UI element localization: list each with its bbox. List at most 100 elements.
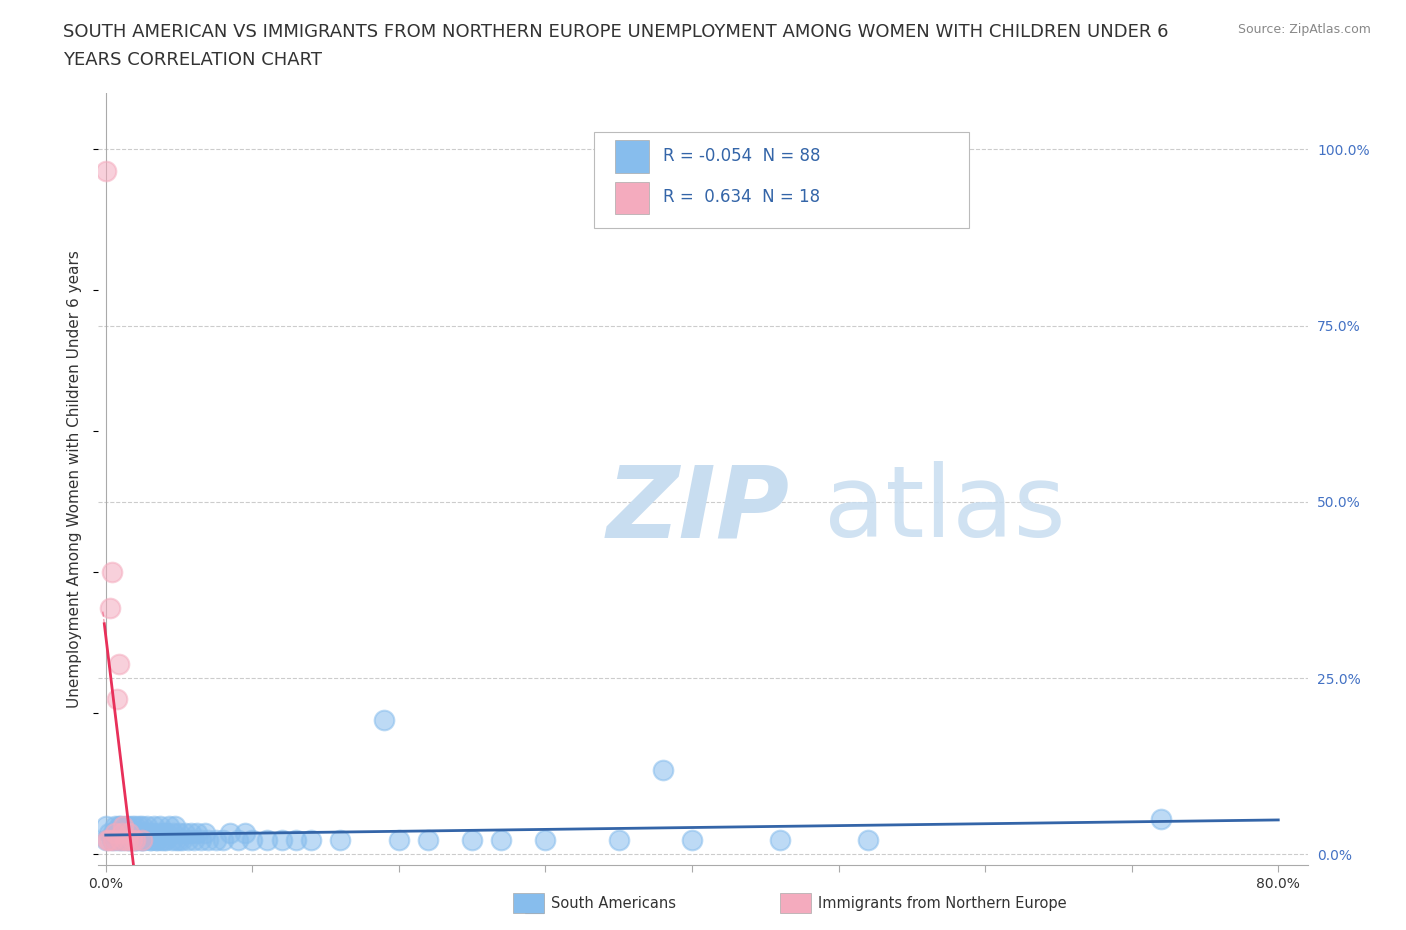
Point	[388, 832, 411, 847]
Point	[125, 832, 148, 847]
Point	[117, 832, 139, 847]
Point	[118, 826, 141, 841]
Point	[131, 818, 153, 833]
Point	[142, 826, 165, 841]
Point	[124, 832, 146, 847]
Text: Immigrants from Northern Europe: Immigrants from Northern Europe	[818, 896, 1067, 910]
Point	[651, 763, 673, 777]
Point	[183, 832, 205, 847]
Point	[138, 832, 160, 847]
Point	[256, 832, 278, 847]
Point	[270, 832, 292, 847]
Point	[1150, 812, 1173, 827]
Point	[98, 600, 121, 615]
Point	[145, 832, 167, 847]
Point	[108, 818, 131, 833]
Point	[190, 832, 212, 847]
Point	[165, 832, 187, 847]
Point	[100, 565, 122, 579]
Point	[167, 826, 190, 841]
Point	[233, 826, 256, 841]
Point	[122, 832, 145, 847]
Point	[107, 692, 129, 707]
Point	[162, 826, 184, 841]
Text: SOUTH AMERICAN VS IMMIGRANTS FROM NORTHERN EUROPE UNEMPLOYMENT AMONG WOMEN WITH : SOUTH AMERICAN VS IMMIGRANTS FROM NORTHE…	[63, 23, 1168, 41]
Point	[461, 832, 484, 847]
Point	[114, 832, 136, 847]
Point	[97, 832, 120, 847]
Point	[101, 832, 124, 847]
Point	[118, 832, 141, 847]
Point	[131, 832, 153, 847]
Point	[97, 826, 120, 841]
Point	[167, 832, 190, 847]
Point	[108, 657, 131, 671]
Point	[150, 832, 173, 847]
Point	[170, 832, 193, 847]
Point	[148, 826, 170, 841]
Point	[153, 826, 176, 841]
Point	[769, 832, 792, 847]
Point	[117, 818, 139, 833]
Point	[491, 832, 513, 847]
Point	[124, 826, 146, 841]
Point	[186, 826, 208, 841]
Point	[110, 832, 132, 847]
Point	[117, 826, 139, 841]
Bar	[614, 140, 648, 172]
Text: ZIP: ZIP	[606, 461, 789, 558]
Point	[180, 826, 202, 841]
Point	[124, 818, 146, 833]
Text: YEARS CORRELATION CHART: YEARS CORRELATION CHART	[63, 51, 322, 69]
Point	[681, 832, 703, 847]
Text: □: □	[523, 892, 546, 916]
Y-axis label: Unemployment Among Women with Children Under 6 years: Unemployment Among Women with Children U…	[67, 250, 83, 708]
Point	[177, 832, 200, 847]
Point	[146, 832, 169, 847]
Point	[163, 818, 186, 833]
Text: R =  0.634  N = 18: R = 0.634 N = 18	[664, 188, 820, 206]
Point	[134, 826, 156, 841]
Point	[856, 832, 879, 847]
Point	[212, 832, 235, 847]
Point	[138, 826, 160, 841]
Point	[373, 713, 395, 728]
Point	[534, 832, 557, 847]
Point	[110, 818, 132, 833]
Point	[197, 832, 219, 847]
Point	[226, 832, 249, 847]
Point	[128, 818, 150, 833]
Point	[112, 818, 135, 833]
Point	[107, 826, 129, 841]
Point	[135, 818, 157, 833]
Point	[240, 832, 263, 847]
Point	[96, 832, 118, 847]
Point	[299, 832, 322, 847]
Point	[110, 832, 132, 847]
Point	[131, 832, 153, 847]
Point	[94, 818, 117, 833]
Point	[121, 818, 143, 833]
Point	[204, 832, 226, 847]
Point	[143, 818, 166, 833]
Point	[120, 826, 142, 841]
Point	[127, 826, 149, 841]
Point	[105, 832, 128, 847]
Point	[114, 826, 136, 841]
Point	[157, 818, 180, 833]
Point	[155, 832, 177, 847]
Point	[110, 826, 132, 841]
Point	[329, 832, 352, 847]
Text: Source: ZipAtlas.com: Source: ZipAtlas.com	[1237, 23, 1371, 36]
Point	[100, 832, 122, 847]
Point	[111, 826, 134, 841]
Point	[103, 826, 125, 841]
Point	[174, 826, 197, 841]
Point	[219, 826, 242, 841]
Text: R = -0.054  N = 88: R = -0.054 N = 88	[664, 147, 821, 165]
FancyBboxPatch shape	[595, 132, 969, 228]
Point	[285, 832, 308, 847]
Point	[160, 832, 183, 847]
Point	[94, 163, 117, 178]
Point	[132, 832, 155, 847]
